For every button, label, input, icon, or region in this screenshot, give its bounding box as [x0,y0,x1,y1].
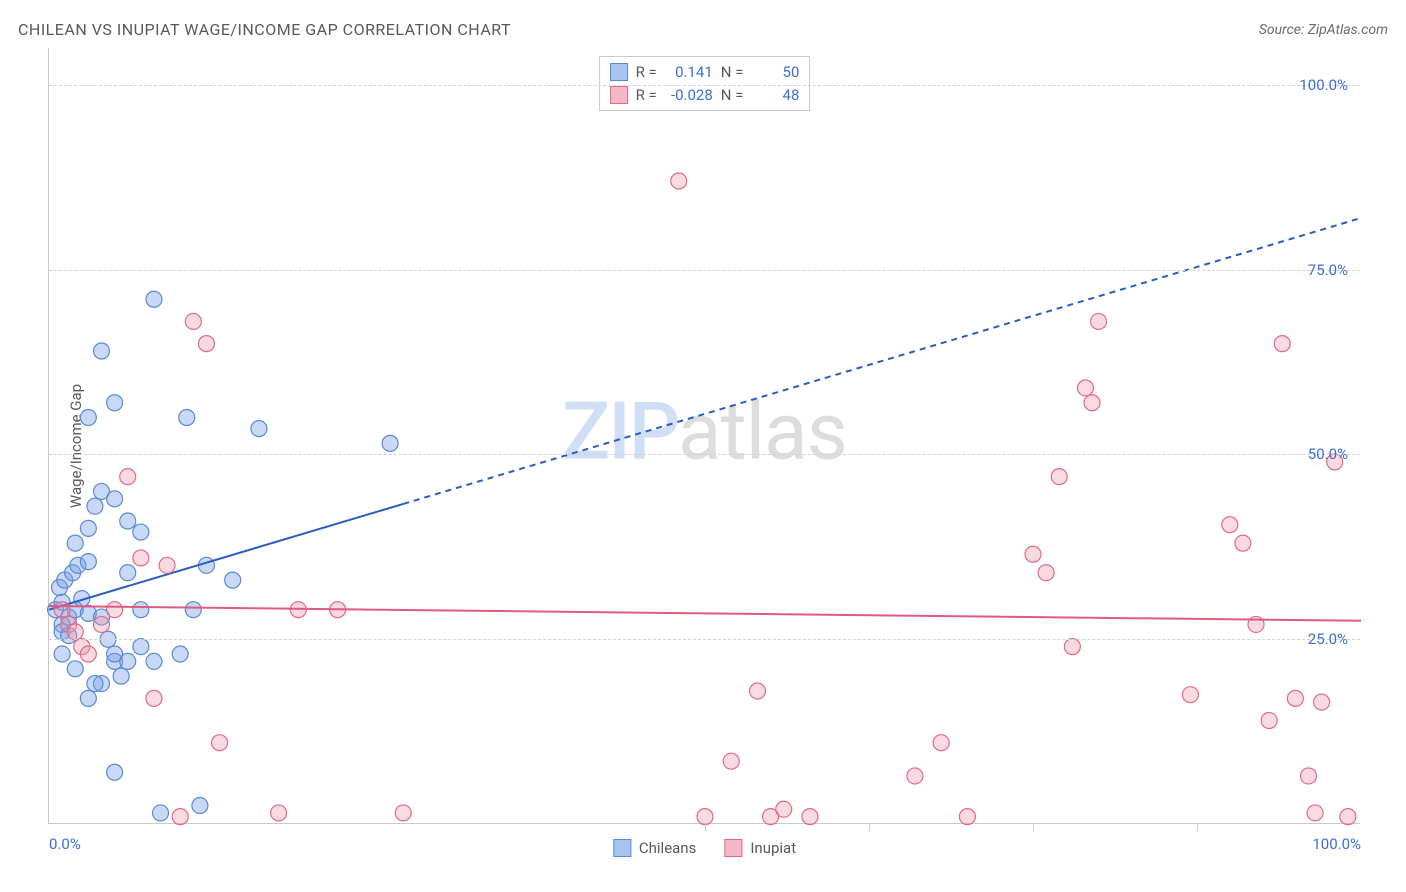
y-tick-label: 50.0% [1308,445,1348,463]
data-point [1051,469,1067,485]
data-point [179,410,195,426]
data-point [1274,336,1290,352]
data-point [133,639,149,655]
data-point [93,616,109,632]
data-point [133,602,149,618]
scatter-svg [49,48,1360,823]
x-tick-label: 0.0% [49,835,81,853]
data-point [198,336,214,352]
data-point [1091,313,1107,329]
data-point [723,753,739,769]
data-point [185,313,201,329]
data-point [80,410,96,426]
data-point [1287,690,1303,706]
data-point [146,653,162,669]
data-point [93,343,109,359]
data-point [185,602,201,618]
legend-item-chileans: Chileans [613,839,696,857]
data-point [1340,809,1356,825]
data-point [107,491,123,507]
data-point [1077,380,1093,396]
data-point [54,646,70,662]
legend-swatch-inupiat [724,839,742,857]
stats-row-inupiat: R = -0.028 N = 48 [610,84,800,107]
data-point [1261,713,1277,729]
swatch-inupiat [610,86,628,104]
data-point [1038,565,1054,581]
data-point [113,668,129,684]
data-point [159,557,175,573]
data-point [1307,805,1323,821]
legend-swatch-chileans [613,839,631,857]
data-point [146,291,162,307]
chart-plot-area: ZIPatlas R = 0.141 N = 50 R = -0.028 N =… [48,48,1360,824]
data-point [67,661,83,677]
data-point [80,554,96,570]
data-point [146,690,162,706]
data-point [107,646,123,662]
data-point [225,572,241,588]
data-point [80,646,96,662]
data-point [54,602,70,618]
data-point [671,173,687,189]
stats-legend-box: R = 0.141 N = 50 R = -0.028 N = 48 [599,56,811,111]
data-point [87,676,103,692]
legend-item-inupiat: Inupiat [724,839,796,857]
data-point [1064,639,1080,655]
data-point [133,524,149,540]
data-point [120,565,136,581]
data-point [1222,517,1238,533]
trend-line-solid [49,606,1361,621]
data-point [271,805,287,821]
stats-row-chileans: R = 0.141 N = 50 [610,61,800,84]
data-point [107,395,123,411]
data-point [212,735,228,751]
data-point [1084,395,1100,411]
source-label: Source: ZipAtlas.com [1259,22,1388,38]
data-point [172,646,188,662]
data-point [120,513,136,529]
trend-line-dashed [403,218,1361,504]
data-point [133,550,149,566]
data-point [907,768,923,784]
data-point [959,809,975,825]
y-tick-label: 25.0% [1308,630,1348,648]
data-point [192,798,208,814]
data-point [67,535,83,551]
data-point [776,801,792,817]
data-point [80,690,96,706]
y-tick-label: 75.0% [1308,261,1348,279]
data-point [251,421,267,437]
data-point [1235,535,1251,551]
x-tick-label: 100.0% [1312,835,1361,853]
data-point [1025,546,1041,562]
data-point [107,764,123,780]
trend-line-solid [49,504,403,610]
data-point [802,809,818,825]
data-point [382,435,398,451]
data-point [1301,768,1317,784]
data-point [172,809,188,825]
bottom-legend: Chileans Inupiat [613,839,796,857]
data-point [80,520,96,536]
chart-title: CHILEAN VS INUPIAT WAGE/INCOME GAP CORRE… [18,20,511,39]
data-point [933,735,949,751]
data-point [67,624,83,640]
data-point [153,805,169,821]
data-point [1314,694,1330,710]
data-point [1182,687,1198,703]
data-point [749,683,765,699]
data-point [87,498,103,514]
swatch-chileans [610,63,628,81]
data-point [107,602,123,618]
y-tick-label: 100.0% [1299,76,1348,94]
data-point [120,469,136,485]
data-point [395,805,411,821]
